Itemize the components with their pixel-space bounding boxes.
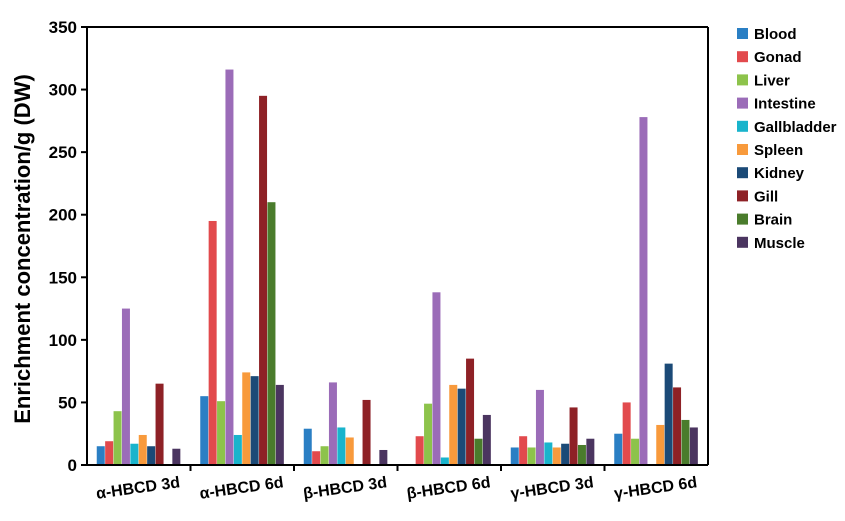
bar <box>250 376 259 465</box>
bar <box>208 220 217 465</box>
legend-label: Blood <box>754 26 797 43</box>
bar <box>544 442 553 465</box>
legend-label: Intestine <box>754 96 816 113</box>
bar <box>233 434 242 465</box>
bar <box>535 389 544 465</box>
legend-swatch <box>737 167 748 179</box>
bar <box>312 451 321 465</box>
x-tick-label: β-HBCD 6d <box>406 474 492 503</box>
bar <box>415 436 424 465</box>
bar <box>424 403 433 465</box>
bar <box>225 69 234 466</box>
y-tick-label: 50 <box>58 393 77 412</box>
bar <box>172 448 181 465</box>
x-tick-label: γ-HBCD 3d <box>510 474 595 502</box>
y-tick-label: 100 <box>49 331 77 350</box>
bar <box>320 446 329 465</box>
x-tick-label: α-HBCD 6d <box>199 474 285 503</box>
legend: Blood Gonad Liver Intestine Gallbladder Splee… <box>737 26 837 252</box>
y-tick-label: 200 <box>49 206 77 225</box>
legend-swatch <box>737 190 748 202</box>
bar <box>121 308 130 465</box>
legend-label: Brain <box>754 212 792 229</box>
legend-swatch <box>737 51 748 63</box>
bar <box>303 428 312 465</box>
bar <box>217 401 226 465</box>
legend-label: Spleen <box>754 142 803 159</box>
bar <box>440 457 449 465</box>
bar <box>242 372 251 465</box>
bar <box>673 387 682 465</box>
y-tick-label: 250 <box>49 143 77 162</box>
bar <box>432 292 441 465</box>
bar <box>586 438 595 465</box>
y-tick-label: 350 <box>49 18 77 37</box>
bar <box>466 358 475 465</box>
bar <box>561 443 570 465</box>
bar <box>275 384 284 465</box>
bar <box>577 444 586 465</box>
legend-swatch <box>737 97 748 109</box>
legend-swatch <box>737 236 748 248</box>
bar <box>345 437 354 465</box>
bar <box>379 449 388 465</box>
bar <box>337 427 346 465</box>
legend-swatch <box>737 120 748 132</box>
bar <box>96 446 105 465</box>
bar <box>664 363 673 465</box>
bar <box>689 427 698 465</box>
bar <box>622 402 631 465</box>
bar <box>138 434 147 465</box>
x-tick-label: β-HBCD 3d <box>302 474 388 503</box>
legend-swatch <box>737 144 748 155</box>
x-tick-label: α-HBCD 3d <box>95 474 181 503</box>
bar <box>113 411 122 465</box>
bar <box>457 388 466 465</box>
bar <box>474 438 483 465</box>
legend-swatch <box>737 213 748 225</box>
bar <box>519 436 528 465</box>
legend-swatch <box>737 74 748 86</box>
bar <box>267 202 276 465</box>
legend-label: Liver <box>754 72 790 89</box>
bar <box>552 447 561 465</box>
legend-label: Muscle <box>754 235 805 252</box>
bar <box>259 95 268 465</box>
bar <box>681 419 690 465</box>
y-tick-label: 300 <box>49 81 77 100</box>
y-axis-label: Enrichment concentration/g (DW) <box>10 74 35 424</box>
bar <box>155 383 164 465</box>
y-tick-label: 0 <box>68 456 77 475</box>
bar <box>200 396 209 465</box>
y-tick-label: 150 <box>49 268 77 287</box>
legend-label: Gallbladder <box>754 119 837 136</box>
bar <box>631 438 640 465</box>
bar <box>362 399 371 465</box>
bar <box>482 414 491 465</box>
legend-label: Gill <box>754 188 778 205</box>
legend-swatch <box>737 28 748 39</box>
bar <box>569 407 578 465</box>
bar <box>147 446 156 465</box>
bar <box>527 447 536 465</box>
bar <box>449 384 458 465</box>
bar <box>328 382 337 465</box>
plot-area <box>96 69 698 466</box>
axes: 0 50 100 150 200 250 300 350 α-HBCD 3d α-HBCD 6d β… <box>49 18 709 503</box>
legend-label: Gonad <box>754 49 802 66</box>
bar <box>656 424 665 465</box>
x-tick-label: γ-HBCD 6d <box>613 474 698 502</box>
bar <box>130 443 139 465</box>
bar <box>105 441 114 465</box>
bar <box>639 117 648 465</box>
bar <box>614 433 623 465</box>
legend-label: Kidney <box>754 165 805 182</box>
bar <box>510 447 519 465</box>
